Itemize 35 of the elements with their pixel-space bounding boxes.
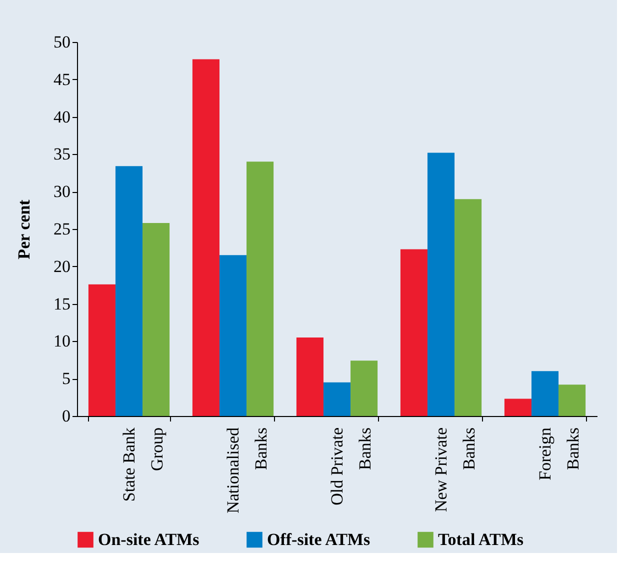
y-tick-label: 20 bbox=[54, 256, 70, 276]
x-tick-label: State Bank Group bbox=[120, 427, 166, 502]
y-tick-label: 35 bbox=[54, 144, 70, 164]
bar bbox=[323, 382, 351, 416]
bar bbox=[246, 162, 274, 416]
bar bbox=[350, 360, 378, 416]
legend-label: Total ATMs bbox=[438, 530, 524, 549]
bar bbox=[88, 284, 116, 416]
bar bbox=[115, 166, 143, 416]
bar bbox=[504, 398, 532, 416]
bar bbox=[427, 152, 455, 416]
x-tick-label: Foreign Banks bbox=[536, 427, 582, 480]
bar bbox=[558, 384, 586, 416]
bar bbox=[400, 249, 428, 416]
legend-label: Off-site ATMs bbox=[267, 530, 370, 549]
bar bbox=[531, 371, 559, 416]
x-tick-label: Nationalised Banks bbox=[224, 427, 270, 514]
y-tick-label: 40 bbox=[54, 107, 70, 126]
bar bbox=[296, 337, 324, 416]
x-tick-label: Old Private Banks bbox=[328, 428, 374, 506]
y-tick-label: 5 bbox=[62, 369, 70, 388]
y-tick-label: 15 bbox=[54, 294, 70, 314]
bar bbox=[219, 255, 247, 416]
legend-label: On-site ATMs bbox=[98, 530, 200, 549]
y-tick-label: 50 bbox=[54, 32, 70, 52]
bar bbox=[192, 59, 220, 416]
x-tick-label: New Private Banks bbox=[432, 428, 478, 512]
y-axis-title: Per cent bbox=[14, 199, 34, 260]
y-tick-label: 10 bbox=[54, 332, 70, 351]
bar bbox=[454, 199, 482, 416]
y-tick-label: 0 bbox=[62, 406, 70, 426]
y-tick-label: 30 bbox=[54, 182, 70, 202]
bar bbox=[142, 223, 170, 416]
y-tick-label: 25 bbox=[54, 220, 70, 238]
y-tick-label: 45 bbox=[54, 70, 70, 89]
